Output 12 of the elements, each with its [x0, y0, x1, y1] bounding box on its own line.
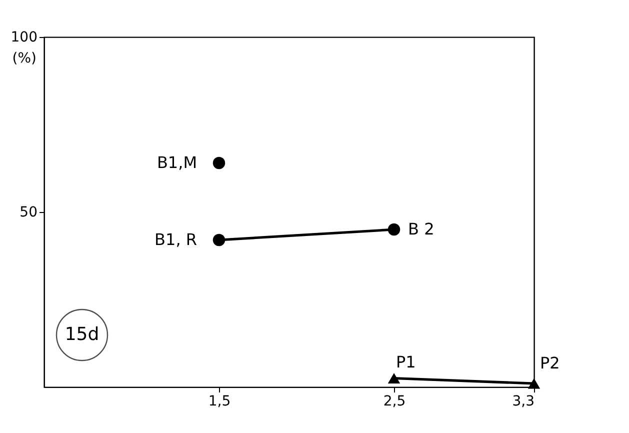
annotation: 15d	[64, 324, 100, 345]
annotation: P2	[540, 354, 560, 372]
y-axis-title: (%)	[12, 50, 36, 66]
x-tick-label: 1,5	[208, 394, 231, 410]
y-tick-label: 50	[20, 204, 38, 220]
x-tick-label: 2,5	[383, 394, 406, 410]
annotation: B 2	[408, 220, 434, 238]
annotation: B1, R	[154, 230, 197, 249]
y-tick-label: 100	[10, 30, 38, 46]
annotation: B1,M	[156, 153, 197, 172]
annotation: P1	[396, 352, 416, 372]
x-tick-label: 3,3	[512, 394, 534, 410]
